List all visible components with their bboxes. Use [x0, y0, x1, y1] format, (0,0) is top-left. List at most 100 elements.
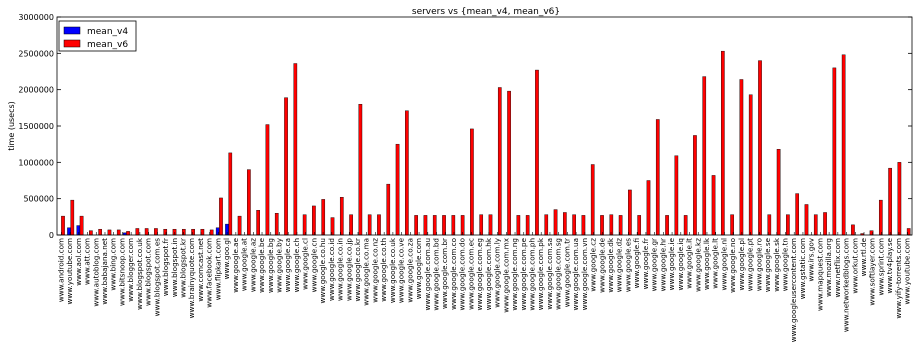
x-tick-label: www.google.az [248, 238, 257, 292]
x-tick-label: www.google.ch [292, 238, 301, 292]
bar-mean-v6 [507, 90, 511, 236]
bar-mean-v6 [525, 215, 530, 236]
bar-mean-v6 [70, 199, 75, 236]
bar-mean-v6 [786, 214, 790, 236]
x-tick-label: www.google.com.ng [510, 238, 519, 311]
x-tick-label: www.google.no [728, 238, 737, 293]
x-tick-label: www.google.com [414, 238, 423, 299]
bar-mean-v6 [405, 110, 409, 236]
bar-mean-v6 [832, 67, 837, 236]
x-tick-label: www.google.ae [231, 237, 240, 292]
x-tick-label: www.google.de [597, 237, 606, 292]
x-tick-label: www.google.hr [658, 238, 667, 291]
x-tick-label: www.rtl.de [859, 237, 868, 276]
x-tick-label: www.google.co.nz [370, 238, 379, 303]
bar-mean-v4 [215, 227, 220, 236]
y-tick-label: 500000 [23, 195, 54, 204]
x-tick-label: www.blogspot.co.uk [135, 237, 144, 310]
x-tick-label: www.google.pt [746, 238, 755, 291]
x-tick-label: www.facebook.com [205, 238, 214, 308]
x-tick-label: www.google.com.hk [484, 237, 493, 310]
bar-mean-v6 [107, 229, 112, 236]
bar-mean-v6 [302, 214, 307, 236]
x-tick-label: www.google.co.za [405, 238, 414, 303]
x-tick-label: www.bing.com [109, 238, 118, 291]
x-tick-label: www.google.cz [589, 238, 598, 292]
x-tick-label: www.google.ca [283, 238, 292, 292]
legend: mean_v4 mean_v6 [58, 20, 137, 52]
x-tick-label: www.blogspot.kr [179, 238, 188, 298]
x-tick-label: www.google.be [257, 237, 266, 292]
x-tick-label: www.bitsnoop.com [117, 238, 126, 306]
bar-mean-v6 [544, 214, 549, 236]
x-tick-label: www.att.com [83, 238, 92, 285]
y-tick-label: 1000000 [18, 158, 54, 167]
bar-mean-v6 [767, 214, 772, 236]
x-tick-label: www.google.co.ve [397, 237, 406, 303]
bar-mean-v6 [423, 215, 428, 236]
x-tick-label: www.google.lk [702, 237, 711, 290]
bar-mean-v6 [470, 128, 474, 236]
bar-mean-v6 [730, 214, 734, 236]
x-axis: www.android.com www.youtube.com www.aol.co… [56, 232, 912, 342]
x-tick-label: www.flipkart.com [213, 238, 222, 300]
bar-mean-v6 [609, 214, 614, 236]
bar-mean-v6 [693, 135, 697, 236]
x-tick-label: www.google.it [685, 238, 694, 289]
x-tick-label: www.google.ro [754, 238, 763, 291]
bar-mean-v6 [349, 214, 353, 236]
x-tick-label: www.google.co.hu [318, 238, 327, 304]
x-tick-label: www.google.sk [772, 237, 781, 292]
bar-mean-v6 [479, 214, 484, 236]
bar-mean-v6 [144, 228, 149, 236]
x-tick-label: www.google.com.ua [571, 238, 580, 310]
x-tick-label: www.google.tn [780, 238, 789, 291]
bar-mean-v6 [330, 217, 335, 236]
bar-mean-v6 [795, 193, 799, 236]
bar-mean-v6 [358, 103, 363, 236]
x-tick-label: www.google.kz [693, 238, 702, 292]
x-tick-label: www.google.at [240, 238, 249, 291]
x-tick-label: www.google.ie [667, 237, 676, 290]
x-tick-label: www.google.co.id [327, 238, 336, 301]
bar-mean-v6 [553, 209, 558, 236]
bar-mean-v6 [897, 162, 902, 236]
x-tick-label: www.google.dz [615, 238, 624, 292]
x-tick-label: www.google.com.do [458, 238, 467, 310]
bar-mean-v6 [711, 175, 716, 236]
bar-mean-v6 [748, 94, 753, 236]
bar-mean-v6 [683, 215, 688, 236]
bar-mean-v6 [739, 79, 744, 236]
legend-label-mean-v4: mean_v4 [87, 27, 128, 37]
bar-mean-v6 [823, 212, 827, 236]
x-tick-label: www.google.com.ec [466, 238, 475, 310]
x-tick-label: www.blogspot.com.es [152, 238, 161, 317]
y-tick-label: 0 [49, 231, 54, 240]
bar-mean-v6 [377, 214, 381, 236]
x-tick-label: www.google.com.vn [580, 238, 589, 310]
bar-mean-v6 [237, 215, 242, 236]
x-tick-label: www.google.co.jp [344, 238, 353, 301]
x-tick-label: www.google.com.pk [536, 237, 545, 310]
bar-mean-v6 [98, 228, 102, 236]
x-tick-label: www.google.com.co [449, 238, 458, 310]
x-tick-label: www.google.com.eg [475, 238, 484, 311]
x-tick-label: www.blogspot.in [170, 238, 179, 297]
bar-mean-v6 [878, 199, 883, 236]
bar-mean-v6 [219, 197, 223, 236]
bar-mean-v6 [665, 215, 669, 236]
legend-label-mean-v6: mean_v6 [87, 40, 128, 50]
x-tick-label: www.google.cn [309, 238, 318, 292]
bar-mean-v6 [209, 229, 214, 236]
bar-mean-v6 [516, 215, 521, 236]
x-tick-label: www.youtube.com [903, 238, 912, 304]
bar-mean-v4 [76, 225, 81, 236]
bar-mean-v6 [432, 215, 437, 236]
x-tick-label: www.sprint.com [876, 238, 885, 296]
legend-swatch-mean-v4 [63, 26, 81, 35]
bar-mean-v6 [813, 214, 818, 236]
bar-mean-v6 [851, 224, 855, 236]
bar-mean-v6 [497, 87, 502, 236]
x-tick-label: www.babajana.net [100, 238, 109, 305]
x-tick-label: www.google.co.uk [388, 237, 397, 303]
